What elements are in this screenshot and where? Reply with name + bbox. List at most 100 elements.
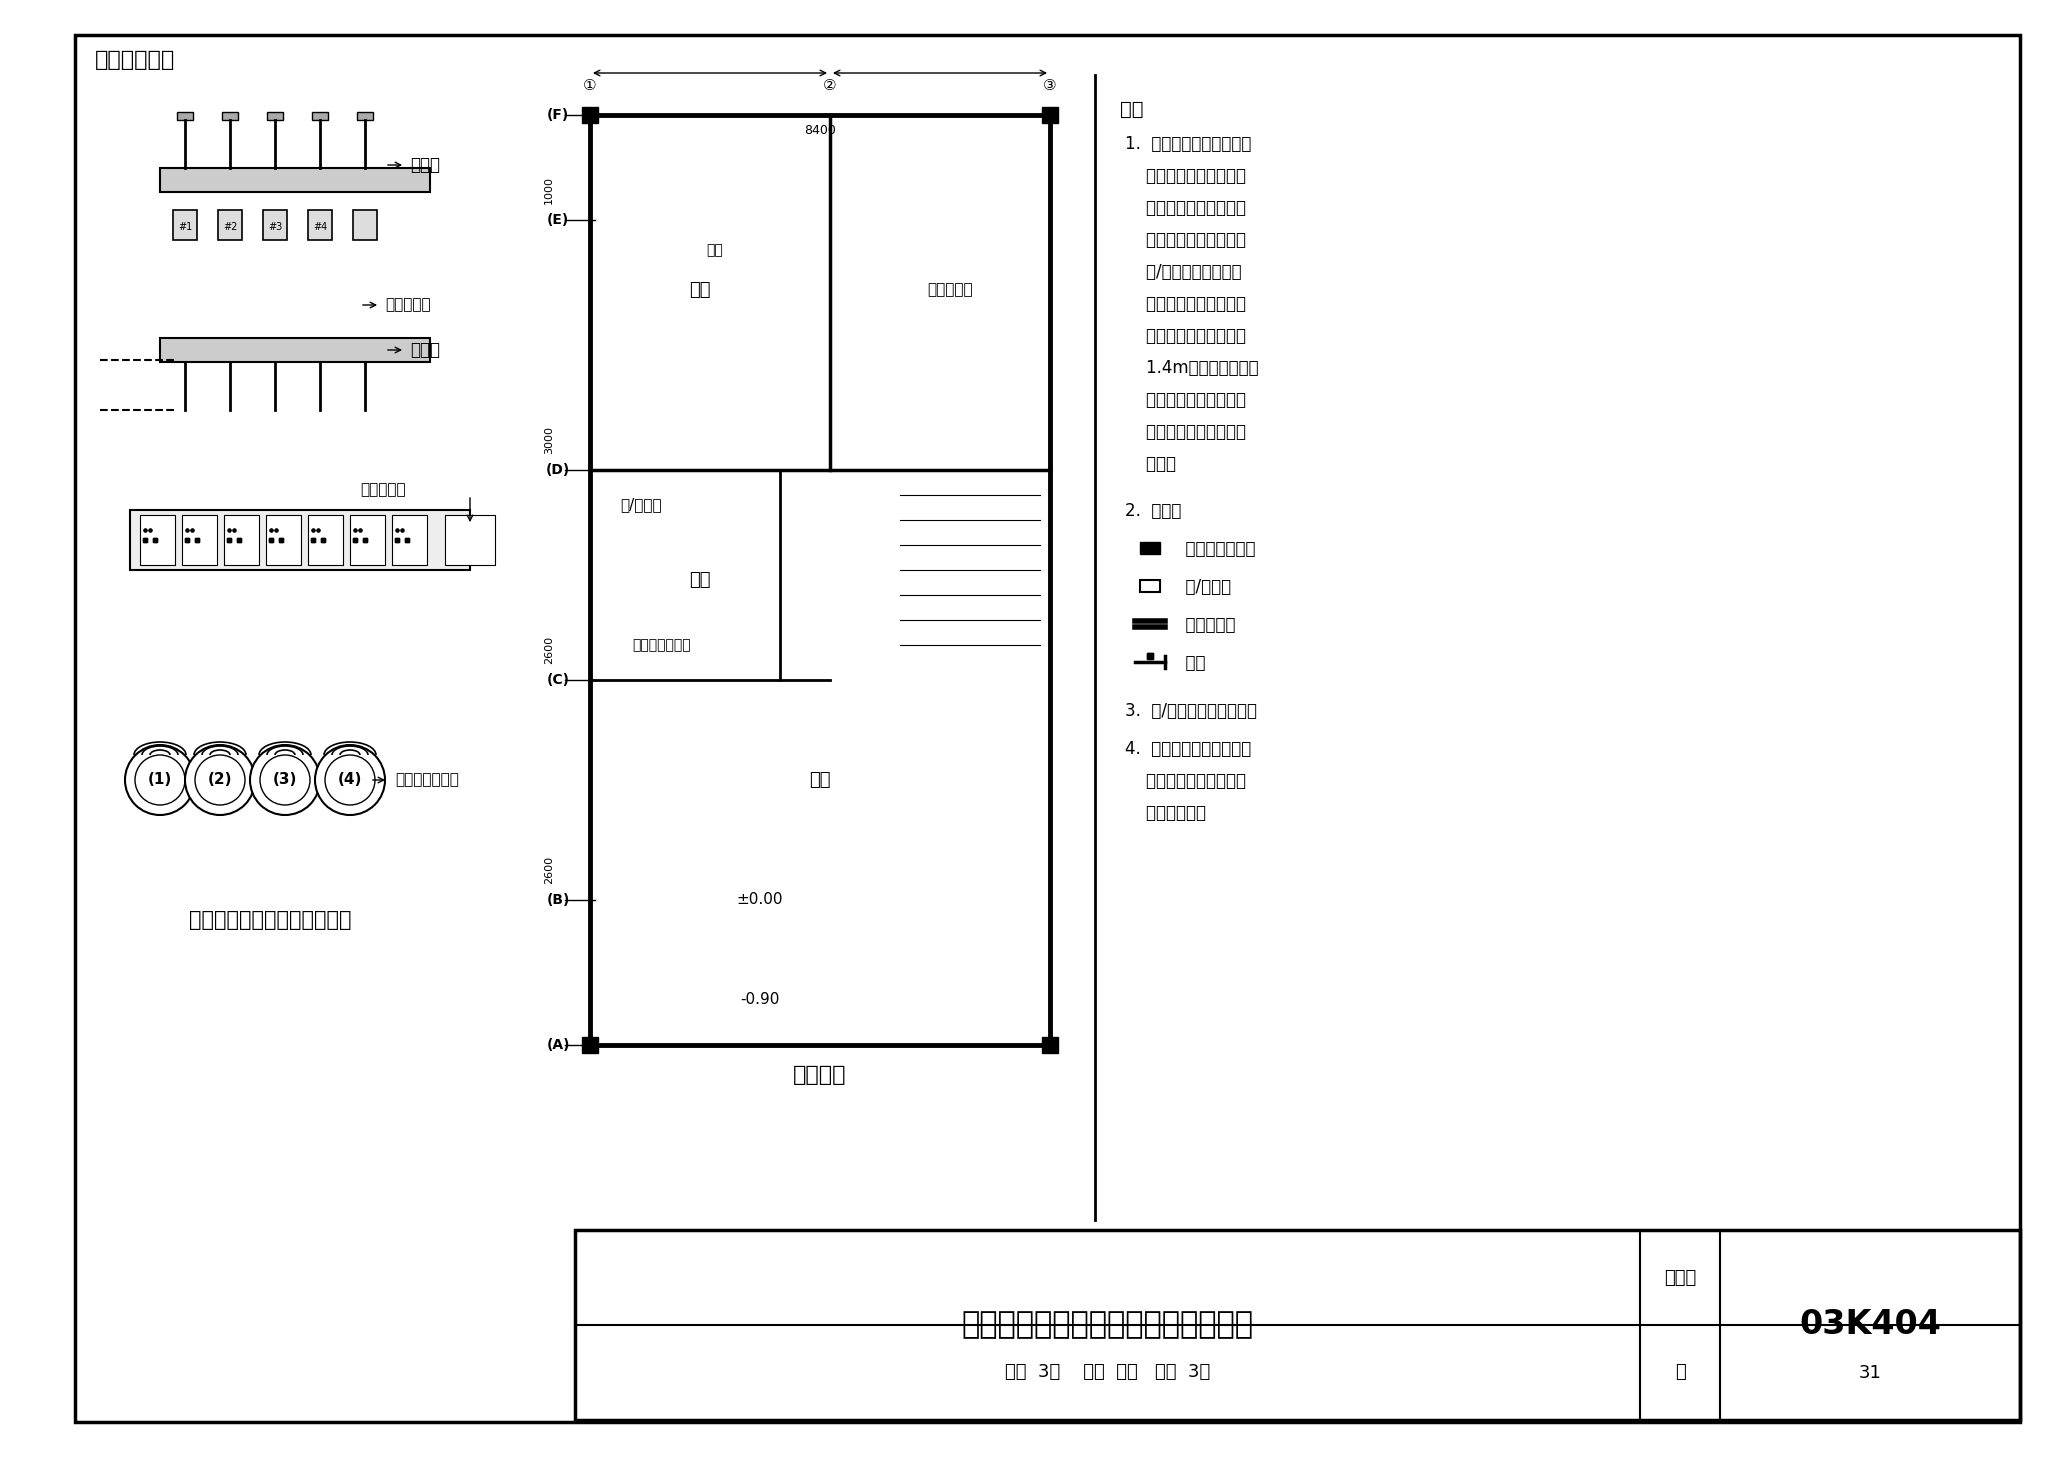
Text: 分水器: 分水器 — [410, 156, 440, 173]
Text: (B): (B) — [547, 893, 569, 908]
Text: 电动温控阀: 电动温控阀 — [385, 297, 430, 312]
Text: 无线远传温控器: 无线远传温控器 — [633, 638, 690, 651]
Text: ②: ② — [823, 77, 838, 92]
Text: #2: #2 — [223, 221, 238, 232]
Text: 开关并排设置），应避: 开关并排设置），应避 — [1124, 390, 1245, 409]
Text: (C): (C) — [547, 673, 569, 688]
Bar — [176, 112, 193, 119]
Bar — [352, 210, 377, 240]
Bar — [129, 510, 469, 570]
Text: 8400: 8400 — [805, 124, 836, 137]
Text: 分/集水器: 分/集水器 — [621, 497, 662, 513]
Bar — [350, 514, 385, 565]
Bar — [311, 112, 328, 119]
Bar — [307, 210, 332, 240]
Text: 集水器: 集水器 — [410, 341, 440, 358]
Text: 无线远传温控器: 无线远传温控器 — [1176, 541, 1255, 558]
Text: 页: 页 — [1675, 1364, 1686, 1381]
Text: 1.  低温热水地板辐射供暖: 1. 低温热水地板辐射供暖 — [1124, 136, 1251, 153]
Bar — [1042, 106, 1059, 122]
Text: 厨房: 厨房 — [690, 281, 711, 299]
Text: -0.90: -0.90 — [739, 992, 780, 1007]
Circle shape — [184, 745, 256, 814]
Text: 设置无线远传温控器，: 设置无线远传温控器， — [1124, 232, 1245, 249]
Text: 客厅: 客厅 — [809, 771, 831, 790]
Text: 2600: 2600 — [545, 635, 555, 664]
Bar — [582, 106, 598, 122]
Bar — [1042, 1037, 1059, 1053]
Text: 插座: 插座 — [1176, 654, 1206, 672]
Text: 中央控制盒: 中央控制盒 — [928, 283, 973, 297]
Text: (4): (4) — [338, 772, 362, 787]
Text: ③: ③ — [1042, 77, 1057, 92]
Text: 1.4m（或与室内照明: 1.4m（或与室内照明 — [1124, 358, 1260, 377]
Bar — [444, 514, 496, 565]
Bar — [160, 338, 430, 361]
Circle shape — [315, 745, 385, 814]
Circle shape — [125, 745, 195, 814]
Text: 中央控制盒: 中央控制盒 — [1176, 616, 1235, 634]
Text: 4.  本页按由北京金房暖通: 4. 本页按由北京金房暖通 — [1124, 740, 1251, 758]
Bar — [266, 112, 283, 119]
Text: 分/集水器: 分/集水器 — [1176, 578, 1231, 596]
Bar — [266, 514, 301, 565]
Text: 物体。: 物体。 — [1124, 455, 1176, 474]
Text: 03K404: 03K404 — [1798, 1308, 1942, 1342]
Text: 注：: 注： — [1120, 101, 1143, 119]
Text: 1000: 1000 — [545, 176, 555, 204]
Circle shape — [135, 755, 184, 806]
Text: #3: #3 — [268, 221, 283, 232]
Circle shape — [326, 755, 375, 806]
Text: 插座: 插座 — [707, 243, 723, 256]
Bar — [307, 514, 342, 565]
Bar — [1141, 580, 1159, 592]
Text: 审核  3元    校对  杨代   设计  3元: 审核 3元 校对 杨代 设计 3元 — [1006, 1364, 1210, 1381]
Circle shape — [195, 755, 246, 806]
Circle shape — [250, 745, 319, 814]
Text: 节能技术有限公司提供: 节能技术有限公司提供 — [1124, 772, 1245, 790]
Text: 系统可设置遥控装置。: 系统可设置遥控装置。 — [1124, 168, 1245, 185]
Text: (3): (3) — [272, 772, 297, 787]
Text: (E): (E) — [547, 213, 569, 227]
Bar — [221, 112, 238, 119]
Text: 温控器安装位置距地面: 温控器安装位置距地面 — [1124, 326, 1245, 345]
Bar — [139, 514, 174, 565]
Text: 开阳光直射及其它发热: 开阳光直射及其它发热 — [1124, 423, 1245, 441]
Circle shape — [260, 755, 309, 806]
Bar — [1141, 542, 1159, 554]
Text: 2.  图例：: 2. 图例： — [1124, 503, 1182, 520]
Text: 31: 31 — [1860, 1364, 1882, 1381]
Text: #4: #4 — [313, 221, 328, 232]
Text: (A): (A) — [547, 1037, 569, 1052]
Bar — [182, 514, 217, 565]
Bar — [262, 210, 287, 240]
Bar — [391, 514, 426, 565]
Text: (F): (F) — [547, 108, 569, 122]
Text: 图集号: 图集号 — [1663, 1269, 1696, 1287]
Text: 相关技术资料: 相关技术资料 — [94, 50, 176, 70]
Text: 室内无线远传温度控制器布置示意图: 室内无线远传温度控制器布置示意图 — [961, 1310, 1253, 1339]
Text: 分/集水器处设置插座: 分/集水器处设置插座 — [1124, 264, 1241, 281]
Text: 的资料编制。: 的资料编制。 — [1124, 804, 1206, 822]
Bar — [575, 1230, 2019, 1421]
Bar — [160, 168, 430, 192]
Text: 餐厅: 餐厅 — [690, 571, 711, 589]
Text: ±0.00: ±0.00 — [737, 893, 782, 908]
Text: 3.  分/集水器尺寸见前页。: 3. 分/集水器尺寸见前页。 — [1124, 702, 1257, 720]
Text: (1): (1) — [147, 772, 172, 787]
Text: 无线远传温控器: 无线远传温控器 — [395, 772, 459, 787]
Text: 和电源接头。无线远传: 和电源接头。无线远传 — [1124, 294, 1245, 313]
Bar — [223, 514, 258, 565]
Bar — [172, 210, 197, 240]
Text: ①: ① — [584, 77, 596, 92]
Text: 3000: 3000 — [545, 425, 555, 455]
Text: #1: #1 — [178, 221, 193, 232]
Text: 此时，应在各采暖房间: 此时，应在各采暖房间 — [1124, 200, 1245, 217]
Text: (2): (2) — [207, 772, 231, 787]
Text: 无线远传温度控制系统原理图: 无线远传温度控制系统原理图 — [188, 911, 352, 930]
Text: 中央控制盒: 中央控制盒 — [360, 482, 406, 497]
Text: 2600: 2600 — [545, 855, 555, 884]
Text: 一层平面: 一层平面 — [793, 1065, 846, 1085]
Text: (D): (D) — [547, 463, 569, 476]
Bar — [217, 210, 242, 240]
